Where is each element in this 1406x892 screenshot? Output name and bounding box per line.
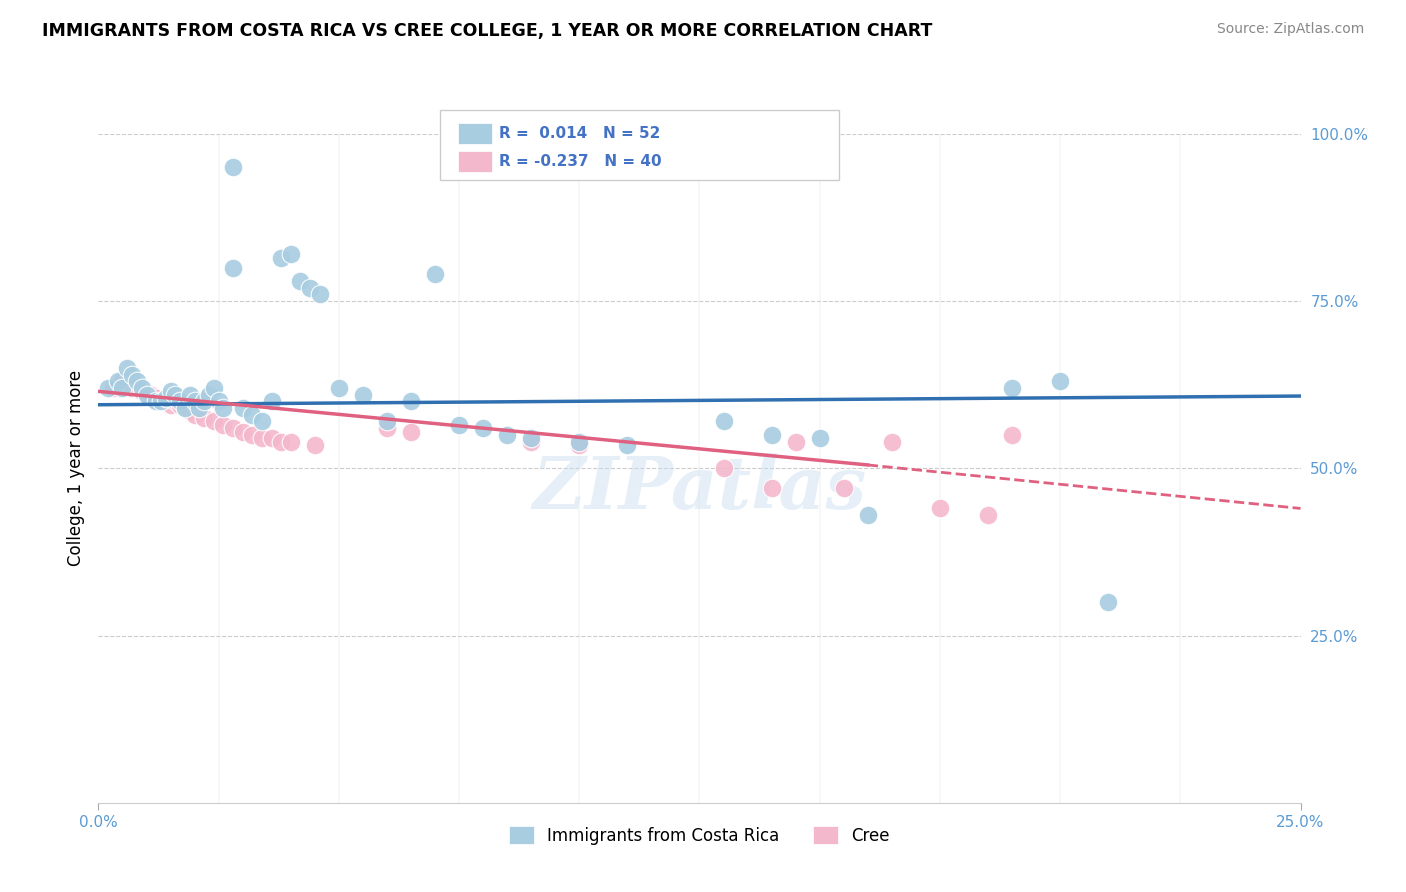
Point bbox=[169, 394, 191, 409]
Point bbox=[1097, 595, 1119, 609]
Point bbox=[280, 247, 302, 261]
Point bbox=[145, 394, 167, 409]
Point bbox=[304, 438, 326, 452]
Point bbox=[232, 401, 254, 416]
Point bbox=[169, 398, 191, 412]
Text: R = -0.237   N = 40: R = -0.237 N = 40 bbox=[499, 154, 662, 169]
Text: Source: ZipAtlas.com: Source: ZipAtlas.com bbox=[1216, 22, 1364, 37]
Point bbox=[232, 425, 254, 439]
Point bbox=[111, 381, 134, 395]
Point bbox=[240, 408, 263, 422]
Point bbox=[159, 384, 181, 399]
Point bbox=[145, 391, 167, 405]
Point bbox=[290, 274, 312, 288]
Point bbox=[149, 394, 172, 409]
Point bbox=[111, 375, 134, 389]
Point bbox=[107, 375, 129, 389]
Point bbox=[761, 428, 783, 442]
Point bbox=[125, 381, 148, 395]
Point bbox=[568, 434, 591, 449]
Point bbox=[174, 401, 197, 416]
Point bbox=[135, 388, 157, 402]
Point bbox=[1001, 381, 1024, 395]
Point bbox=[308, 287, 330, 301]
Point bbox=[375, 415, 398, 429]
Point bbox=[121, 381, 143, 395]
Point bbox=[202, 415, 225, 429]
Point bbox=[193, 411, 215, 425]
Point bbox=[222, 421, 245, 435]
Point bbox=[713, 415, 735, 429]
Text: IMMIGRANTS FROM COSTA RICA VS CREE COLLEGE, 1 YEAR OR MORE CORRELATION CHART: IMMIGRANTS FROM COSTA RICA VS CREE COLLE… bbox=[42, 22, 932, 40]
Point bbox=[977, 508, 1000, 523]
Point bbox=[208, 394, 231, 409]
Point bbox=[240, 428, 263, 442]
Point bbox=[131, 381, 153, 395]
Point bbox=[101, 381, 124, 395]
Point bbox=[375, 421, 398, 435]
Point bbox=[121, 368, 143, 382]
Y-axis label: College, 1 year or more: College, 1 year or more bbox=[66, 370, 84, 566]
Point bbox=[117, 361, 139, 376]
Point bbox=[260, 431, 283, 445]
Point bbox=[832, 482, 855, 496]
Text: ZIPatlas: ZIPatlas bbox=[533, 453, 866, 524]
Point bbox=[183, 408, 205, 422]
Point bbox=[155, 394, 177, 409]
Point bbox=[880, 434, 903, 449]
Point bbox=[188, 401, 211, 416]
Point bbox=[97, 381, 120, 395]
Text: R =  0.014   N = 52: R = 0.014 N = 52 bbox=[499, 126, 661, 141]
Point bbox=[472, 421, 495, 435]
Point bbox=[135, 388, 157, 402]
Point bbox=[713, 461, 735, 475]
Point bbox=[298, 281, 321, 295]
Point bbox=[165, 394, 187, 409]
Point bbox=[212, 401, 235, 416]
Point bbox=[1049, 375, 1071, 389]
Point bbox=[520, 431, 543, 445]
Point bbox=[520, 434, 543, 449]
Point bbox=[179, 388, 201, 402]
Point bbox=[174, 401, 197, 416]
Point bbox=[222, 260, 245, 275]
Point bbox=[131, 384, 153, 399]
Point bbox=[125, 375, 148, 389]
Point bbox=[183, 394, 205, 409]
Point bbox=[250, 431, 273, 445]
Point bbox=[496, 428, 519, 442]
Point bbox=[399, 425, 422, 439]
Point bbox=[159, 398, 181, 412]
Point bbox=[222, 161, 245, 175]
Point bbox=[616, 438, 638, 452]
Point bbox=[399, 394, 422, 409]
Point bbox=[328, 381, 350, 395]
Point bbox=[193, 394, 215, 409]
Point bbox=[270, 434, 292, 449]
Point bbox=[155, 391, 177, 405]
Point bbox=[202, 381, 225, 395]
Point bbox=[260, 394, 283, 409]
Point bbox=[165, 388, 187, 402]
Point bbox=[423, 268, 446, 282]
Point bbox=[250, 415, 273, 429]
Point bbox=[149, 394, 172, 409]
Point bbox=[179, 404, 201, 418]
Point bbox=[141, 388, 163, 402]
Point bbox=[280, 434, 302, 449]
Point bbox=[808, 431, 831, 445]
Point bbox=[761, 482, 783, 496]
Point bbox=[447, 417, 470, 432]
Point bbox=[856, 508, 879, 523]
Point bbox=[352, 388, 374, 402]
Point bbox=[568, 438, 591, 452]
Point bbox=[928, 501, 950, 516]
Point bbox=[212, 417, 235, 432]
Point bbox=[198, 388, 221, 402]
Legend: Immigrants from Costa Rica, Cree: Immigrants from Costa Rica, Cree bbox=[502, 820, 897, 851]
Point bbox=[270, 251, 292, 265]
Point bbox=[117, 375, 139, 389]
Point bbox=[785, 434, 807, 449]
Point bbox=[1001, 428, 1024, 442]
